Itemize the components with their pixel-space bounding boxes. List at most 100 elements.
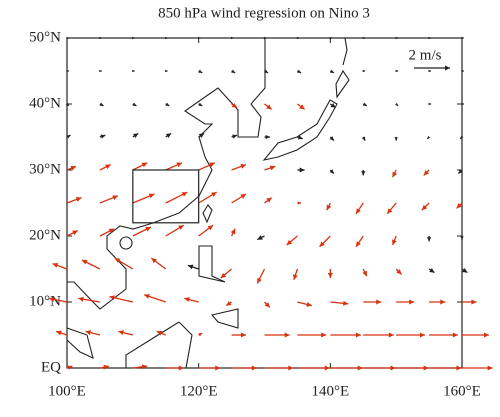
wind-vector — [423, 169, 430, 176]
vector-head — [327, 273, 333, 278]
y-tick-label: EQ — [41, 359, 61, 375]
wind-vector — [132, 102, 137, 107]
vector-head — [56, 330, 62, 336]
wind-vector — [231, 193, 247, 204]
wind-vector — [396, 332, 425, 338]
wind-vector — [66, 134, 71, 139]
vector-head — [266, 104, 272, 110]
wind-vector — [293, 268, 299, 281]
wind-vector — [198, 365, 221, 371]
coast-mindanao — [210, 308, 239, 329]
wind-vector — [132, 69, 135, 73]
vector-head — [421, 204, 428, 211]
wind-vector — [66, 196, 82, 204]
vector-head — [72, 230, 78, 236]
vector-head — [257, 277, 262, 284]
vector-head — [343, 300, 349, 306]
vector-head — [324, 365, 330, 371]
chart-title: 850 hPa wind regression on Nino 3 — [158, 5, 370, 21]
vector-head — [264, 302, 270, 308]
wind-vector — [81, 259, 101, 270]
wind-vector — [330, 300, 349, 306]
vector-head — [428, 69, 431, 73]
vector-head — [299, 167, 305, 173]
vector-head — [156, 330, 163, 336]
vector-head — [67, 365, 73, 370]
vector-head — [396, 269, 402, 275]
wind-vector — [395, 69, 398, 73]
wind-vector — [329, 136, 335, 142]
wind-vector — [230, 36, 234, 40]
wind-vector — [363, 299, 382, 305]
wind-vector — [297, 332, 327, 338]
vector-head — [75, 197, 82, 202]
wind-vector — [457, 169, 463, 175]
vector-head — [426, 237, 432, 242]
vector-head — [461, 102, 464, 106]
wind-vector — [78, 296, 101, 303]
wind-vector — [132, 132, 139, 139]
wind-vector — [109, 295, 133, 303]
wind-vector — [66, 165, 77, 171]
vector-head — [108, 228, 115, 234]
vector-head — [329, 136, 334, 141]
wind-vector — [297, 201, 302, 205]
vector-head — [471, 299, 477, 305]
coast-malaya — [66, 327, 94, 359]
wind-vector — [395, 102, 399, 107]
vector-head — [361, 136, 366, 141]
vector-head — [329, 36, 333, 40]
vector-head — [319, 241, 325, 247]
vector-head — [362, 69, 366, 73]
vector-head — [112, 195, 118, 200]
vector-head — [355, 332, 361, 338]
wind-vector — [361, 170, 366, 176]
vector-head — [484, 332, 489, 338]
vector-head — [178, 365, 184, 371]
wind-vector — [66, 36, 69, 40]
vector-head — [264, 69, 269, 73]
vector-head — [288, 365, 294, 371]
x-tick-label: 120°E — [180, 383, 218, 399]
wind-vector — [461, 36, 464, 40]
wind-vector — [296, 36, 300, 40]
wind-vector — [391, 235, 397, 246]
wind-vector — [362, 36, 366, 40]
vector-head — [330, 69, 334, 73]
vector-head — [269, 165, 276, 171]
vector-head — [445, 65, 450, 71]
vector-head — [181, 192, 188, 197]
wind-vector — [65, 102, 70, 107]
wind-vector — [396, 299, 415, 305]
wind-vector — [132, 364, 148, 370]
vector-head — [423, 365, 429, 371]
vector-head — [198, 36, 201, 40]
vector-head — [231, 102, 237, 108]
vector-head — [132, 102, 137, 106]
coast-sakhalin — [342, 37, 348, 66]
wind-vector — [460, 236, 464, 240]
vector-head — [148, 193, 155, 199]
wind-vector — [456, 202, 463, 209]
wind-vector — [231, 69, 236, 74]
vector-head — [423, 170, 429, 176]
coast-hokkaido — [335, 69, 350, 99]
vector-head — [232, 134, 237, 139]
vector-head — [198, 69, 203, 73]
wind-vector — [329, 36, 333, 40]
wind-vector — [184, 297, 199, 303]
wind-vector — [297, 103, 306, 110]
wind-vector — [231, 365, 257, 371]
wind-vector — [461, 267, 468, 274]
wind-vector — [198, 102, 203, 107]
wind-vector — [297, 69, 302, 74]
wind-vector — [429, 365, 462, 371]
vector-head — [361, 171, 366, 176]
vector-head — [395, 102, 398, 106]
wind-vector — [426, 236, 432, 242]
vector-head — [326, 204, 332, 211]
vector-head — [329, 169, 334, 174]
wind-vector — [462, 299, 477, 305]
wind-vector — [165, 162, 183, 171]
